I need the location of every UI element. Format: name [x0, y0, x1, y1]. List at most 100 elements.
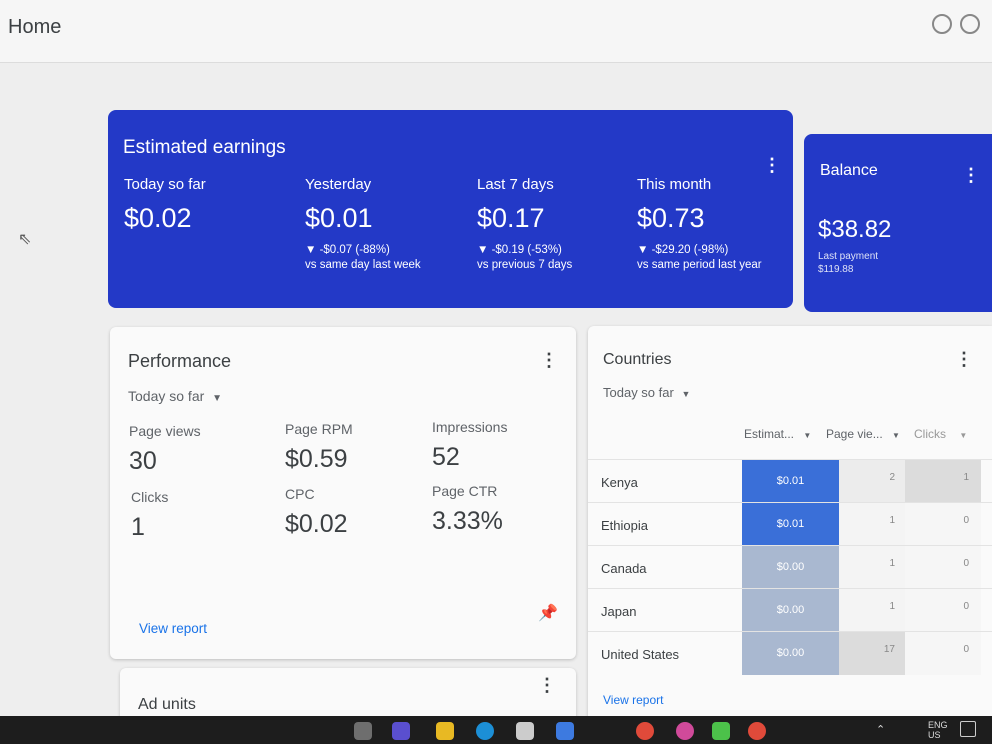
- metric-page-views: Page views 30: [129, 423, 201, 476]
- estimated-earnings-title: Estimated earnings: [123, 137, 286, 158]
- store-icon[interactable]: [516, 722, 534, 740]
- metric-page-rpm: Page RPM $0.59: [285, 421, 353, 474]
- region-code: US: [928, 730, 941, 740]
- metric-change: ▼ -$0.07 (-88%): [305, 244, 390, 256]
- clicks-cell: 0: [905, 546, 981, 589]
- metric-label: Impressions: [432, 419, 508, 435]
- balance-card: Balance ⋮ $38.82 Last payment $119.88: [804, 134, 992, 312]
- metric-change: ▼ -$29.20 (-98%): [637, 244, 729, 256]
- metric-value: 52: [432, 443, 460, 471]
- task-view-icon[interactable]: [354, 722, 372, 740]
- metric-label: CPC: [285, 486, 315, 502]
- ad-units-more-vert-icon[interactable]: ⋮: [538, 675, 556, 695]
- metric-page-ctr: Page CTR 3.33%: [432, 483, 503, 536]
- metric-label: Page RPM: [285, 421, 353, 437]
- countries-view-report-link[interactable]: View report: [603, 693, 664, 707]
- metric-comparison: vs previous 7 days: [477, 259, 573, 271]
- metric-cpc: CPC $0.02: [285, 486, 348, 539]
- metric-value: $0.02: [124, 203, 192, 233]
- metric-value: 1: [131, 513, 145, 541]
- language-code: ENG: [928, 720, 948, 730]
- account-icon[interactable]: [960, 14, 980, 34]
- clicks-cell: 0: [905, 632, 981, 675]
- earnings-cell: $0.01: [742, 460, 839, 503]
- column-label: Clicks: [914, 427, 946, 441]
- clicks-cell: 1: [905, 460, 981, 503]
- table-row[interactable]: Japan $0.00 1 0: [588, 588, 992, 632]
- column-label: Estimat...: [744, 427, 795, 441]
- file-explorer-icon[interactable]: [436, 722, 454, 740]
- page-views-cell: 17: [839, 632, 905, 675]
- earnings-cell: $0.00: [742, 589, 839, 632]
- column-header-estimated-earnings[interactable]: Estimat... ▼: [744, 427, 811, 441]
- clicks-cell: 0: [905, 503, 981, 546]
- caret-down-icon: ▼: [959, 431, 968, 440]
- page-views-cell: 1: [839, 546, 905, 589]
- page-views-cell: 1: [839, 589, 905, 632]
- chrome-browser-icon[interactable]: [676, 722, 694, 740]
- column-header-clicks[interactable]: Clicks ▼: [914, 427, 967, 441]
- metric-change: ▼ -$0.19 (-53%): [477, 244, 562, 256]
- last-payment-label: Last payment: [818, 251, 879, 262]
- metric-value: $0.02: [285, 510, 348, 538]
- column-label: Page vie...: [826, 427, 883, 441]
- countries-card: Countries ⋮ Today so far ▼ Estimat... ▼ …: [588, 326, 992, 726]
- metric-label: Today so far: [124, 176, 206, 193]
- metric-impressions: Impressions 52: [432, 419, 507, 472]
- metric-yesterday: Yesterday $0.01 ▼ -$0.07 (-88%) vs same …: [305, 176, 421, 271]
- performance-range-dropdown[interactable]: Today so far ▼: [128, 388, 222, 404]
- column-header-page-views[interactable]: Page vie... ▼: [826, 427, 900, 441]
- country-name: Japan: [601, 604, 637, 619]
- metric-comparison: vs same period last year: [637, 259, 762, 271]
- metric-today: Today so far $0.02: [124, 176, 206, 234]
- edge-browser-icon[interactable]: [476, 722, 494, 740]
- page-views-cell: 2: [839, 460, 905, 503]
- metric-value: 30: [129, 447, 157, 475]
- country-name: Canada: [601, 561, 647, 576]
- metric-last-7-days: Last 7 days $0.17 ▼ -$0.19 (-53%) vs pre…: [477, 176, 572, 271]
- country-name: United States: [601, 647, 680, 662]
- caret-down-icon: ▼: [803, 431, 812, 440]
- performance-more-vert-icon[interactable]: ⋮: [540, 350, 558, 370]
- countries-range-dropdown[interactable]: Today so far ▼: [603, 385, 690, 400]
- pin-icon[interactable]: 📌: [538, 605, 558, 622]
- estimated-earnings-card: Estimated earnings ⋮ Today so far $0.02 …: [108, 110, 793, 308]
- metric-this-month: This month $0.73 ▼ -$29.20 (-98%) vs sam…: [637, 176, 762, 271]
- earnings-cell: $0.01: [742, 503, 839, 546]
- countries-more-vert-icon[interactable]: ⋮: [955, 349, 973, 369]
- dropdown-label: Today so far: [603, 385, 674, 400]
- help-icon[interactable]: [932, 14, 952, 34]
- earnings-more-vert-icon[interactable]: ⋮: [763, 155, 781, 175]
- balance-more-vert-icon[interactable]: ⋮: [962, 165, 980, 185]
- metric-label: Last 7 days: [477, 176, 554, 193]
- caret-down-icon: ▼: [681, 389, 691, 399]
- last-payment-value: $119.88: [818, 264, 854, 275]
- metric-clicks: Clicks 1: [131, 489, 168, 542]
- caret-down-icon: ▼: [892, 431, 900, 440]
- metric-value: 3.33%: [432, 507, 503, 535]
- page-title: Home: [8, 16, 62, 38]
- chrome-browser-icon[interactable]: [636, 722, 654, 740]
- app-icon[interactable]: [556, 722, 574, 740]
- metric-label: Yesterday: [305, 176, 372, 193]
- notifications-icon[interactable]: [960, 721, 976, 737]
- app-icon[interactable]: [712, 722, 730, 740]
- performance-view-report-link[interactable]: View report: [139, 621, 208, 636]
- top-bar: Home: [0, 0, 992, 63]
- table-row[interactable]: Kenya $0.01 2 1: [588, 459, 992, 503]
- chevron-up-icon[interactable]: ⌃: [876, 724, 886, 736]
- page-views-cell: 1: [839, 503, 905, 546]
- language-indicator[interactable]: ENG US: [928, 720, 948, 740]
- metric-value: $0.17: [477, 203, 545, 233]
- performance-card: Performance ⋮ Today so far ▼ Page views …: [110, 327, 576, 659]
- caret-down-icon: ▼: [212, 393, 223, 404]
- chrome-browser-icon[interactable]: [748, 722, 766, 740]
- os-taskbar: ⌃ ENG US: [0, 716, 992, 744]
- metric-comparison: vs same day last week: [305, 259, 421, 271]
- app-icon[interactable]: [392, 722, 410, 740]
- table-row[interactable]: Ethiopia $0.01 1 0: [588, 502, 992, 546]
- table-row[interactable]: United States $0.00 17 0: [588, 631, 992, 675]
- table-row[interactable]: Canada $0.00 1 0: [588, 545, 992, 589]
- countries-title: Countries: [603, 351, 672, 368]
- metric-label: Page CTR: [432, 483, 498, 499]
